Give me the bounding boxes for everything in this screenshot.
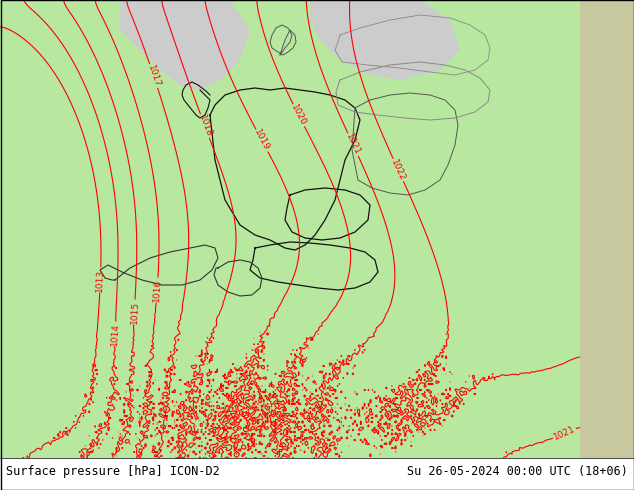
- Bar: [580, 0, 634, 458]
- Text: 1013: 1013: [95, 269, 105, 292]
- Bar: [0, 0, 90, 350]
- Text: 1016: 1016: [152, 278, 162, 302]
- Polygon shape: [310, 0, 460, 80]
- Bar: [0, 458, 634, 490]
- Text: 1019: 1019: [252, 128, 271, 153]
- Text: 1020: 1020: [290, 103, 308, 127]
- Text: 1021: 1021: [552, 424, 577, 442]
- Text: 1021: 1021: [344, 132, 362, 157]
- Text: 1014: 1014: [110, 322, 120, 346]
- Text: 1017: 1017: [146, 64, 162, 88]
- Text: 1018: 1018: [197, 114, 213, 138]
- Polygon shape: [120, 0, 250, 90]
- Text: 1015: 1015: [129, 300, 139, 324]
- Text: 1022: 1022: [389, 158, 407, 182]
- Text: Surface pressure [hPa] ICON-D2: Surface pressure [hPa] ICON-D2: [6, 465, 220, 477]
- Text: Su 26-05-2024 00:00 UTC (18+06): Su 26-05-2024 00:00 UTC (18+06): [407, 465, 628, 477]
- FancyBboxPatch shape: [0, 0, 580, 458]
